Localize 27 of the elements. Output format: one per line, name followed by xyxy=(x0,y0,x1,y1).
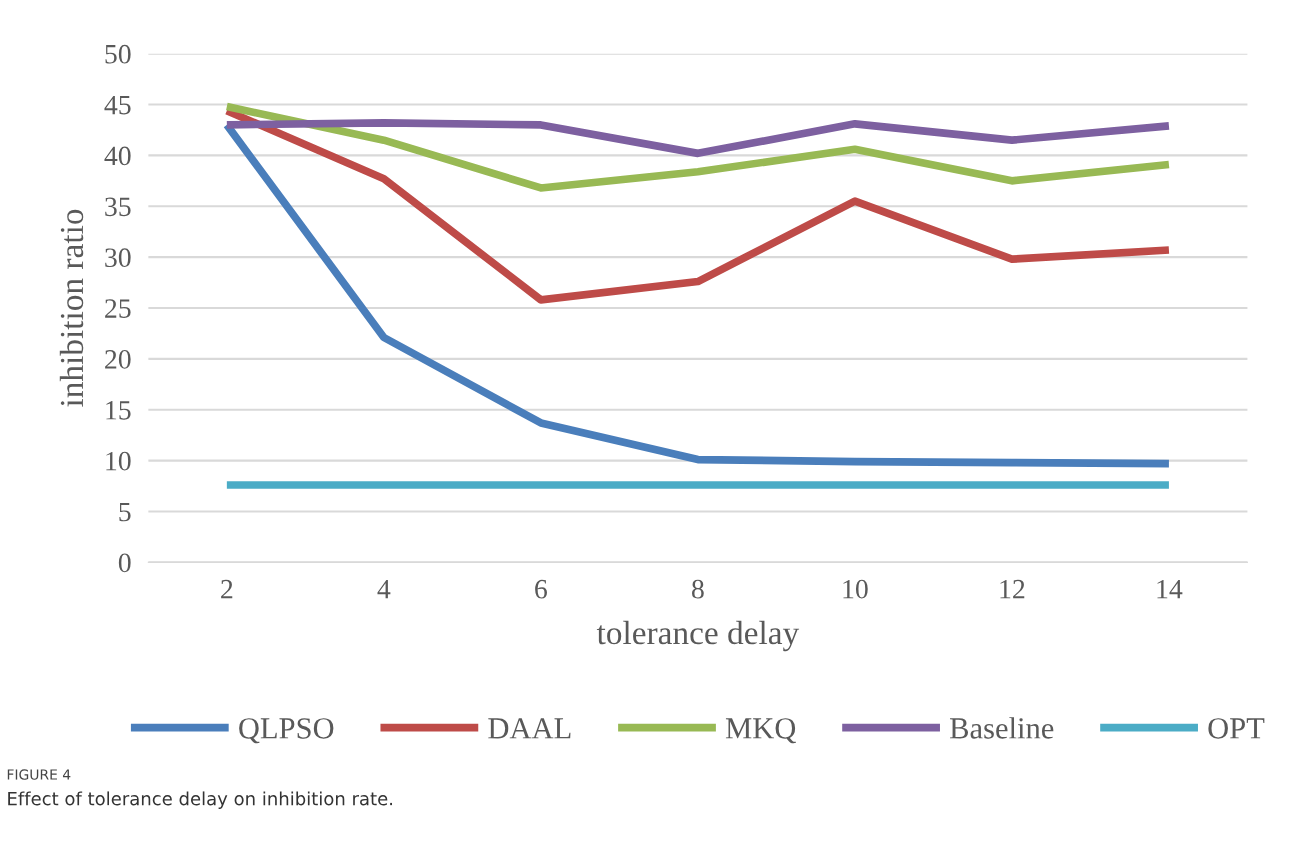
y-tick-label: 30 xyxy=(105,248,131,268)
y-tick-label: 50 xyxy=(105,44,131,64)
y-tick-label: 10 xyxy=(106,451,131,471)
y-tick-label: 40 xyxy=(104,146,131,166)
y-tick-label: 45 xyxy=(104,95,131,115)
y-tick-label: 0 xyxy=(118,553,131,573)
x-tick-label: 6 xyxy=(535,579,547,599)
legend-label: MKQ xyxy=(725,718,796,744)
legend-label: DAAL xyxy=(488,718,571,739)
caption: FIGURE 4 xyxy=(7,769,71,780)
y-tick-label: 15 xyxy=(106,401,131,420)
legend-label: QLPSO xyxy=(239,718,334,744)
x-tick-label: 8 xyxy=(692,579,704,599)
y-tick-label: 25 xyxy=(105,299,131,318)
legend-label: OPT xyxy=(1208,718,1265,739)
x-axis-title: tolerance delay xyxy=(596,620,800,652)
y-tick-label: 20 xyxy=(105,350,131,369)
x-tick-label: 14 xyxy=(1157,579,1183,599)
legend-label: Baseline xyxy=(950,717,1054,739)
x-tick-label: 10 xyxy=(843,579,868,599)
text: Effect of tolerance delay on inhibition rate. xyxy=(8,791,393,809)
x-tick-label: 4 xyxy=(377,579,391,599)
x-tick-label: 2 xyxy=(221,579,233,599)
x-tick-label: 12 xyxy=(1000,579,1025,599)
y-axis-title: inhibition ratio xyxy=(59,209,84,407)
y-tick-label: 5 xyxy=(119,502,131,522)
y-tick-label: 35 xyxy=(105,197,131,217)
